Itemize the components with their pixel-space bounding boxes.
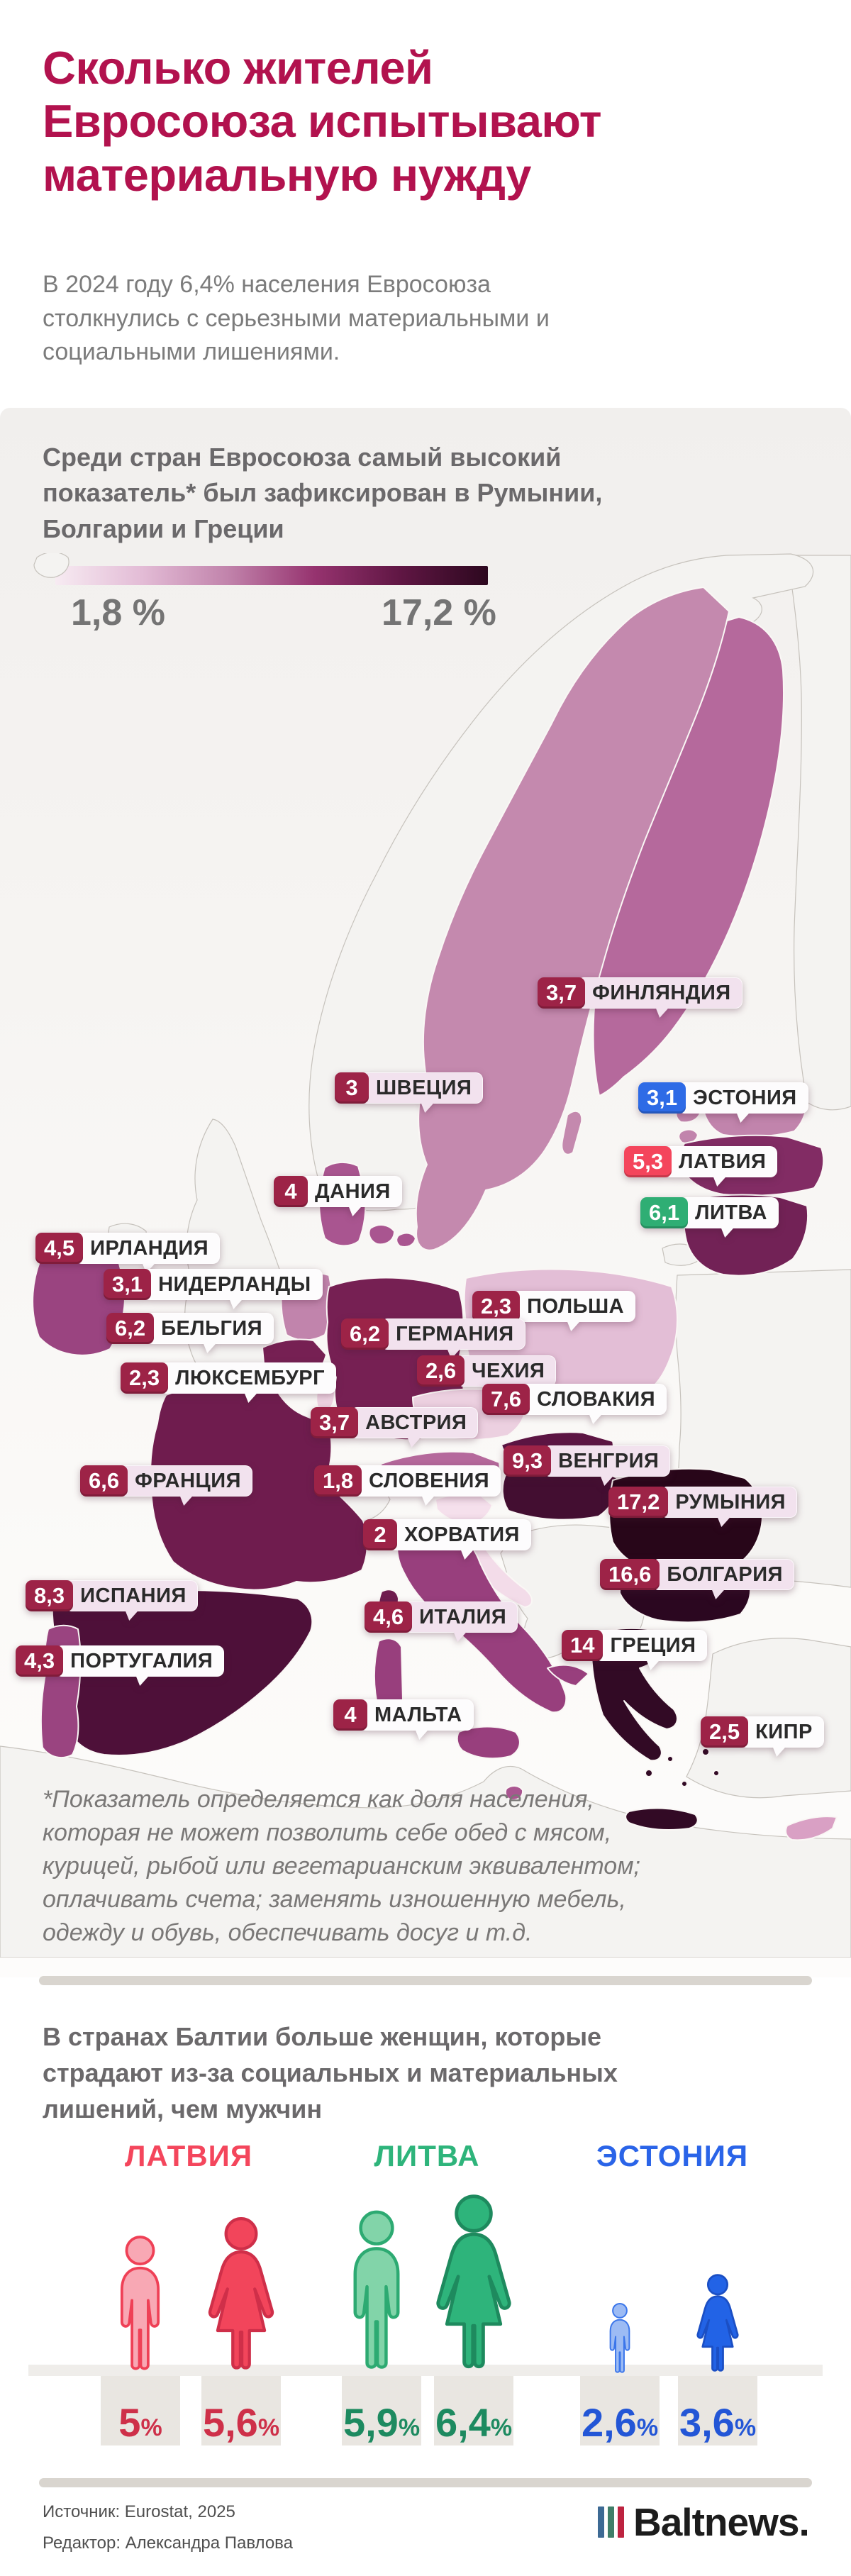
male-figure-icon [602, 2302, 638, 2376]
map-region-lt [683, 1194, 809, 1277]
percent-sign: % [636, 2414, 659, 2441]
africa-shape [0, 1745, 851, 1958]
europe-map-svg [0, 553, 851, 1958]
map-region-cy [785, 1816, 838, 1841]
map-region-lv [679, 1134, 825, 1197]
baltic-section-heading: В странах Балтии больше женщин, которые … [43, 2022, 618, 2124]
percent-sign: % [734, 2414, 757, 2441]
percentage-value: 5,6 [202, 2400, 258, 2445]
map-region-se [415, 587, 730, 1251]
percent-sign: % [257, 2414, 280, 2441]
baltnews-logo: Baltnews. [633, 2500, 810, 2544]
percentage-value: 2,6 [581, 2400, 637, 2445]
map-region-lu [316, 1382, 335, 1411]
iceland-shape [33, 553, 69, 578]
map-region-pt [40, 1624, 82, 1759]
map-section-heading: Среди стран Евросоюза самый высокий пока… [43, 443, 603, 543]
percentage-pedestal: 5,9% [342, 2376, 421, 2445]
map-region-nl [280, 1272, 333, 1341]
male-figure-icon [106, 2234, 174, 2376]
intro-text: В 2024 году 6,4% населения Евросоюза сто… [43, 271, 550, 366]
legend-min-value: 1,8 % [71, 592, 165, 633]
section-divider-bottom [39, 2478, 812, 2487]
baltic-country-name: ЭСТОНИЯ [596, 2139, 749, 2172]
legend-max-value: 17,2 % [382, 592, 496, 633]
russia-north-shape [786, 555, 851, 1111]
percentage-pedestal: 6,4% [434, 2376, 513, 2445]
percentage-value: 5 [118, 2400, 141, 2445]
percentage-value: 3,6 [679, 2400, 735, 2445]
percent-sign: % [398, 2414, 421, 2441]
logo-bar-green [608, 2506, 614, 2538]
percentage-value: 6,4 [435, 2400, 491, 2445]
female-figure-icon [689, 2274, 747, 2376]
map-region-pl [463, 1268, 678, 1397]
map-region-si [435, 1493, 493, 1525]
source-text: Источник: Eurostat, 2025 [43, 2502, 235, 2521]
map-region-mt [504, 1785, 524, 1801]
map-region-at [380, 1450, 501, 1497]
map-region-hu [501, 1465, 618, 1521]
page-title: Сколько жителей Евросоюза испытывают мат… [43, 42, 602, 201]
percentage-pedestal: 2,6% [580, 2376, 660, 2445]
percent-sign: % [490, 2414, 513, 2441]
section-divider [39, 1976, 812, 1985]
male-figure-icon [337, 2209, 416, 2376]
map-region-ee [675, 1082, 807, 1144]
map-region-cz [412, 1388, 526, 1440]
logo-bar-blue [598, 2506, 604, 2538]
footnote-text: *Показатель определяется как доля населе… [43, 1786, 640, 1946]
map-region-gr [590, 1628, 720, 1831]
percentage-pedestal: 5% [101, 2376, 180, 2445]
map-region-ro [608, 1467, 763, 1574]
legend-gradient-bar [55, 566, 488, 585]
percentage-pedestal: 3,6% [678, 2376, 757, 2445]
baltic-country-name: ЛИТВА [374, 2139, 480, 2172]
female-figure-icon [196, 2217, 287, 2376]
map-region-sk [501, 1431, 614, 1472]
turkey-shape [686, 1638, 851, 1799]
percentage-value: 5,9 [343, 2400, 399, 2445]
percentage-pedestal: 5,6% [201, 2376, 281, 2445]
map-region-ie [32, 1242, 126, 1356]
map-region-es [51, 1589, 313, 1757]
baltic-country-name: ЛАТВИЯ [124, 2139, 253, 2172]
percent-sign: % [140, 2414, 162, 2441]
female-figure-icon [422, 2194, 525, 2376]
editor-text: Редактор: Александра Павлова [43, 2533, 293, 2553]
europe-choropleth-map [0, 553, 851, 1958]
logo-bar-red [618, 2506, 624, 2538]
